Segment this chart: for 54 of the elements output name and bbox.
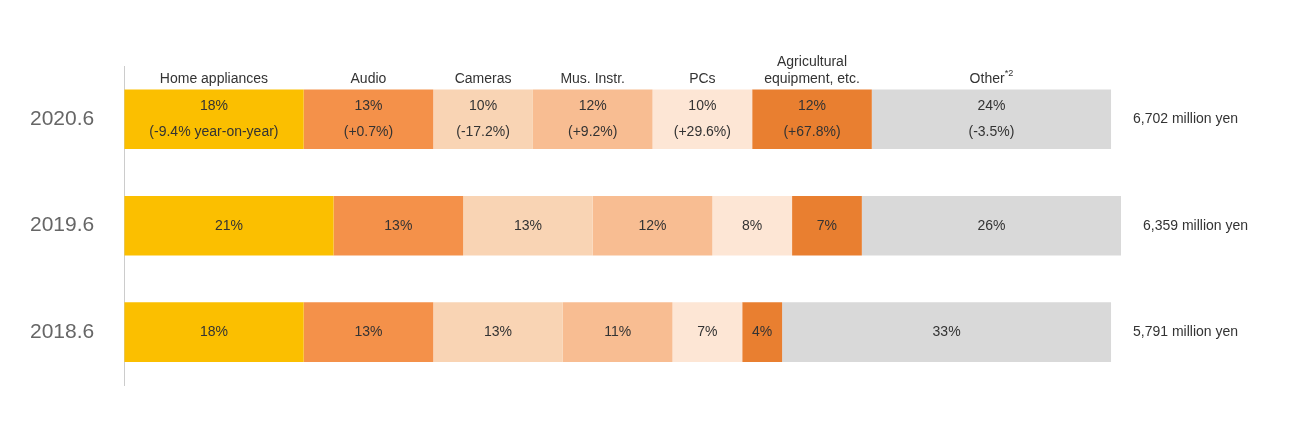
- data-label: 10% (-17.2%): [456, 97, 510, 140]
- bar: [532, 89, 653, 150]
- data-label: 13%: [513, 216, 542, 233]
- data-label: 24% (-3.5%): [968, 97, 1015, 140]
- bar: [871, 89, 1112, 150]
- series-label: PCs: [689, 70, 716, 87]
- series-label: Audio: [350, 70, 387, 87]
- bar: [672, 302, 743, 362]
- data-label: 8%: [742, 216, 763, 233]
- bar: [433, 89, 533, 150]
- data-label: 13%: [354, 323, 383, 340]
- bar: [463, 195, 593, 256]
- bar: [124, 302, 304, 362]
- data-label: 4%: [752, 323, 773, 340]
- data-label: 13% (+0.7%): [343, 97, 394, 140]
- data-label: 7%: [816, 216, 838, 233]
- data-label: 12% (+67.8%): [783, 97, 841, 140]
- data-label: 33%: [932, 323, 961, 340]
- bar: [792, 195, 862, 256]
- data-label: 12%: [638, 216, 667, 233]
- bar: [752, 89, 872, 150]
- series-label: Mus. Instr.: [560, 70, 625, 87]
- series-label: Agricultural equipment, etc.: [764, 53, 860, 87]
- data-label: 18% (-9.4% year-on-year): [149, 97, 279, 140]
- bar: [433, 302, 563, 362]
- data-label: 26%: [977, 216, 1006, 233]
- series-label: Home appliances: [159, 70, 269, 87]
- series-label: Cameras: [454, 70, 512, 87]
- text: 6,702 million yen: [1133, 110, 1239, 127]
- data-label: 18%: [199, 323, 228, 340]
- data-label: 12% (+9.2%): [568, 97, 618, 140]
- data-label: 11%: [604, 323, 632, 340]
- y-tick-label: 2018.6: [30, 318, 95, 342]
- data-label: 21%: [214, 216, 243, 233]
- text: 6,359 million yen: [1143, 216, 1249, 233]
- bar: [782, 302, 1112, 362]
- y-tick-label: 2019.6: [30, 212, 95, 236]
- bar: [333, 195, 464, 256]
- bar: [592, 195, 713, 256]
- bar: [742, 302, 783, 362]
- data-label: 13%: [484, 323, 513, 340]
- bar: [124, 195, 334, 256]
- bar: [861, 195, 1121, 256]
- bar: [562, 302, 673, 362]
- data-label: 10% (+29.6%): [673, 97, 731, 140]
- bar: [303, 302, 434, 362]
- bar: [712, 195, 793, 256]
- data-label: 7%: [697, 323, 718, 340]
- text: 5,791 million yen: [1133, 323, 1239, 340]
- data-label: 13%: [384, 216, 413, 233]
- bar: [652, 89, 753, 150]
- bar: [124, 89, 304, 150]
- bar: [303, 89, 434, 150]
- y-tick-label: 2020.6: [30, 106, 95, 130]
